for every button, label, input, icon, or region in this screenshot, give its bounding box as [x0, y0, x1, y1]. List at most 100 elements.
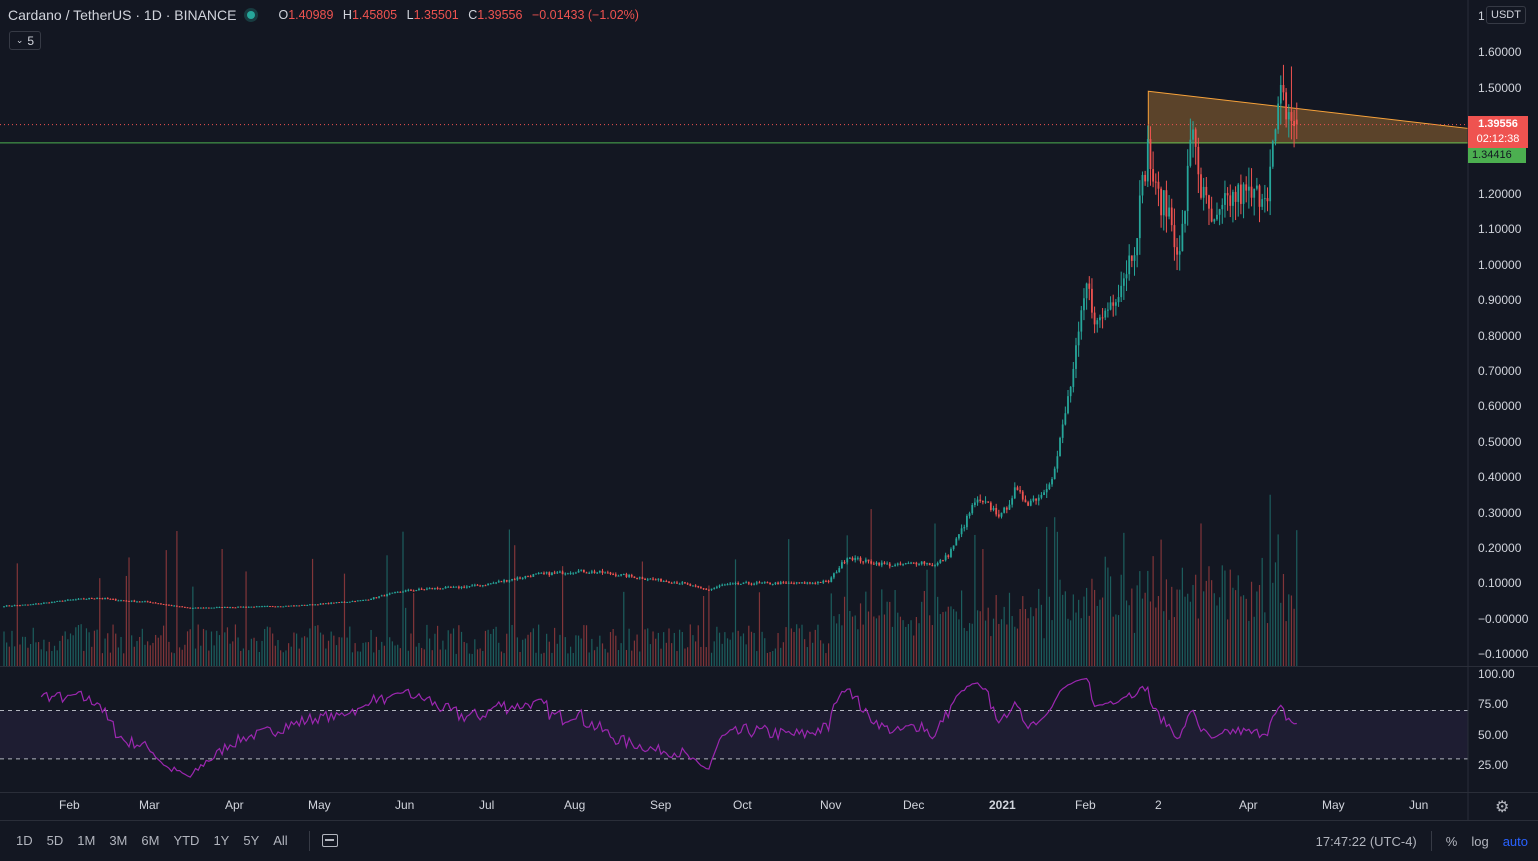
volume-bar [303, 636, 306, 666]
rsi-line [40, 677, 1297, 778]
candle-body [1008, 504, 1011, 510]
candle-body [668, 581, 670, 583]
candle-body [423, 589, 426, 591]
candle-body [604, 572, 607, 574]
price-tick-label: 0.10000 [1478, 576, 1522, 591]
volume-bar [934, 523, 936, 666]
volume-bar [1117, 615, 1120, 666]
volume-bar [697, 625, 699, 666]
candle-body [178, 606, 181, 608]
volume-bar [609, 632, 612, 666]
volume-bar [1200, 523, 1202, 666]
timeframe-button-5y[interactable]: 5Y [243, 833, 260, 848]
candle-body [1295, 119, 1298, 125]
volume-bar [822, 643, 824, 666]
toolbar-divider-right [1430, 831, 1432, 851]
candle-body [1242, 184, 1245, 204]
volume-bar [242, 648, 244, 666]
timeframe-button-1y[interactable]: 1Y [213, 833, 230, 848]
clock-timezone[interactable]: 17:47:22 (UTC-4) [1315, 833, 1417, 849]
candle-body [114, 599, 117, 601]
candle-body [1213, 219, 1216, 222]
volume-bar [785, 627, 787, 666]
volume-bar [737, 630, 739, 666]
volume-bar [309, 628, 311, 666]
indicators-collapse-button[interactable]: ⌄ 5 [9, 31, 41, 50]
timeframe-button-all[interactable]: All [273, 833, 288, 848]
volume-bar [1046, 526, 1048, 666]
volume-bar [24, 636, 26, 666]
volume-bar [1096, 605, 1098, 666]
volume-bar [357, 651, 359, 666]
auto-scale-toggle[interactable]: auto [1502, 833, 1528, 849]
volume-bar [729, 639, 731, 666]
volume-bar [1179, 589, 1181, 666]
candle-body [19, 605, 21, 607]
candle-body [202, 607, 205, 609]
candle-body [1125, 274, 1128, 279]
candle-body [13, 605, 16, 607]
candle-body [1117, 297, 1120, 303]
candle-body [1051, 479, 1053, 485]
candle-body [181, 606, 184, 608]
candle-body [37, 603, 40, 605]
rsi-tick-label: 50.00 [1478, 727, 1509, 742]
volume-bar [820, 640, 822, 666]
volume-bar [474, 639, 476, 666]
candle-body [750, 583, 753, 585]
candle-body [160, 603, 162, 605]
volume-bar [1155, 607, 1157, 666]
market-status-icon[interactable] [246, 11, 255, 19]
currency-unit-button[interactable]: USDT [1486, 6, 1526, 24]
candle-body [737, 583, 740, 585]
volume-bar [186, 631, 189, 666]
candle-body [567, 573, 569, 575]
candle-body [261, 606, 263, 608]
volume-bar [397, 644, 399, 666]
volume-bar [80, 624, 82, 666]
volume-bar [665, 642, 667, 666]
candle-body [290, 605, 293, 607]
candle-body [1122, 278, 1125, 286]
candle-body [1045, 489, 1048, 493]
volume-bar [389, 637, 391, 666]
settings-gear-icon[interactable]: ⚙ [1495, 799, 1510, 816]
volume-bar [663, 632, 665, 666]
candle-body [40, 603, 43, 605]
volume-bar [362, 642, 364, 666]
candle-body [894, 564, 896, 566]
timeframe-button-3m[interactable]: 3M [109, 833, 128, 848]
volume-bar [471, 653, 473, 666]
candle-body [146, 601, 149, 603]
time-tick-label: Jul [479, 798, 495, 812]
timeframe-button-1d[interactable]: 1D [16, 833, 33, 848]
candle-body [1232, 191, 1234, 206]
log-scale-toggle[interactable]: log [1471, 833, 1489, 849]
volume-bar [72, 635, 74, 666]
volume-bar [873, 616, 875, 666]
candle-body [48, 602, 51, 604]
candle-body [173, 605, 176, 607]
symbol-title[interactable]: Cardano / TetherUS · 1D · BINANCE [8, 7, 237, 23]
timeframe-button-6m[interactable]: 6M [141, 833, 160, 848]
volume-bar [1123, 532, 1125, 666]
symbol-legend[interactable]: Cardano / TetherUS · 1D · BINANCE O1.409… [8, 7, 639, 23]
timeframe-button-ytd[interactable]: YTD [173, 833, 200, 848]
volume-bar [1115, 614, 1117, 666]
volume-bars [3, 494, 1298, 666]
candle-body [157, 603, 160, 605]
timeframe-button-1m[interactable]: 1M [77, 833, 96, 848]
candle-body [739, 583, 742, 585]
volume-bar [623, 591, 625, 666]
candle-body [96, 598, 98, 600]
timeframe-button-5d[interactable]: 5D [46, 833, 64, 848]
percent-scale-toggle[interactable]: % [1445, 833, 1458, 849]
candle-body [1165, 190, 1168, 217]
candle-body [848, 557, 851, 559]
volume-bar [883, 614, 886, 666]
volume-bar [631, 650, 633, 666]
candle-body [1130, 255, 1133, 261]
date-range-icon[interactable] [321, 834, 338, 847]
